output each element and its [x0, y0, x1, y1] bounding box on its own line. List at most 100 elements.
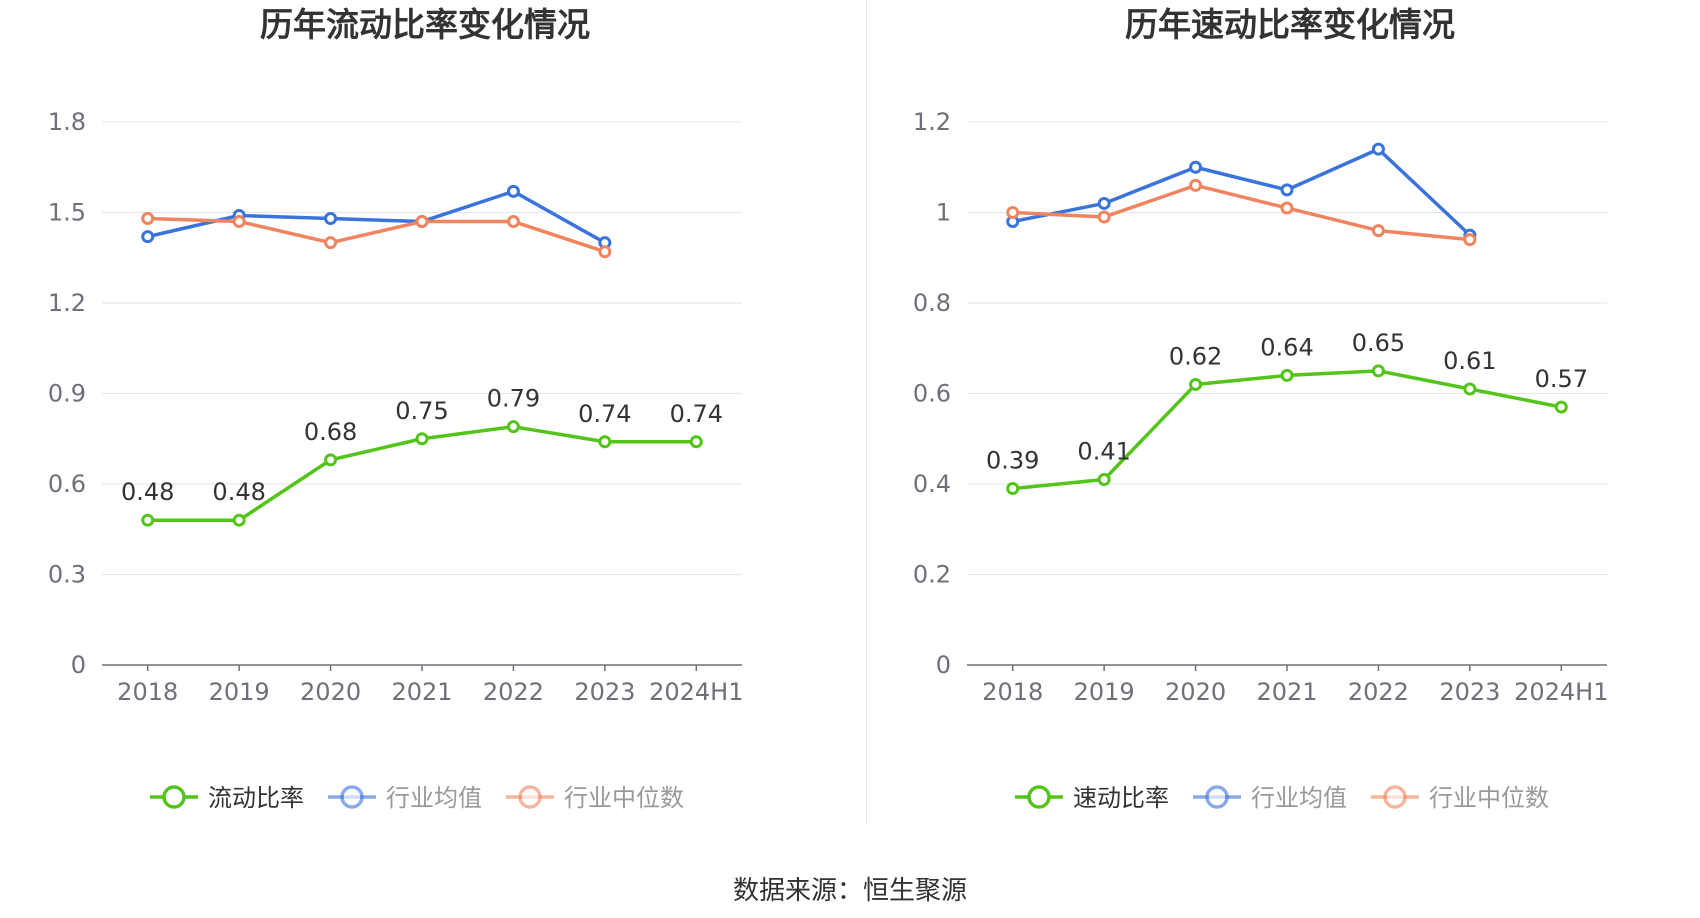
x-tick-label: 2024H1 [649, 678, 743, 706]
y-tick-label: 0.9 [48, 380, 86, 408]
legend-label: 流动比率 [208, 784, 304, 812]
y-tick-label: 0.3 [48, 561, 86, 589]
data-point [1189, 178, 1203, 192]
data-label: 0.48 [212, 478, 265, 506]
legend-item: 流动比率 [150, 784, 304, 812]
data-point [141, 513, 155, 527]
data-point [415, 215, 429, 229]
data-point [1006, 206, 1020, 219]
x-tick-label: 2020 [300, 678, 361, 706]
data-label: 0.61 [1443, 347, 1496, 375]
data-label: 0.39 [986, 447, 1039, 475]
data-point [1554, 400, 1568, 414]
legend-item: 行业均值 [1193, 784, 1347, 812]
x-tick-label: 2018 [982, 678, 1043, 706]
data-label: 0.75 [395, 397, 448, 425]
legend-marker [162, 785, 186, 809]
x-tick-label: 2023 [574, 678, 635, 706]
y-tick-label: 1.5 [48, 199, 86, 227]
y-tick-label: 0.8 [913, 289, 951, 317]
x-tick-label: 2020 [1165, 678, 1226, 706]
data-point [1371, 364, 1385, 378]
y-tick-label: 0.2 [913, 561, 951, 589]
legend-label: 行业均值 [1251, 784, 1347, 812]
data-point [1463, 233, 1477, 247]
data-point [1189, 377, 1203, 391]
legend-marker [1027, 785, 1051, 809]
data-point [1371, 224, 1385, 238]
data-point [1280, 368, 1294, 382]
x-tick-label: 2021 [391, 678, 452, 706]
data-point [141, 212, 155, 226]
x-tick-label: 2019 [1074, 678, 1135, 706]
legend-item: 行业均值 [328, 784, 482, 812]
y-tick-label: 0.6 [913, 380, 951, 408]
chart-svg-quick-ratio: 历年速动比率变化情况 0 0.2 0.4 0.6 0.8 1 1.2 2018 2019 2020 2… [913, 5, 1609, 812]
data-point [506, 420, 520, 434]
data-point [324, 236, 338, 250]
x-tick-label: 2023 [1439, 678, 1500, 706]
series-line [1012, 147, 1472, 237]
data-source-label: 数据来源：恒生聚源 [732, 876, 967, 906]
y-tick-label: 1 [936, 199, 951, 227]
data-point [1463, 382, 1477, 396]
chart-title: 历年速动比率变化情况 [1125, 5, 1455, 44]
data-point [1006, 482, 1020, 496]
data-point [232, 513, 246, 527]
legend-label: 行业中位数 [1429, 784, 1549, 812]
chart-panel-current-ratio: 历年流动比率变化情况 0 0.3 0.6 0.9 1.2 1.5 1.8 2018 2019 202… [0, 0, 850, 830]
data-point [232, 215, 246, 229]
x-tick-label: 2022 [483, 678, 544, 706]
y-tick-label: 0.6 [48, 470, 86, 498]
data-point [324, 212, 338, 226]
legend-item: 行业中位数 [1371, 784, 1549, 812]
data-point [1280, 201, 1294, 215]
data-point [415, 432, 429, 446]
y-tick-label: 1.8 [48, 108, 86, 136]
series-line [1012, 183, 1471, 242]
panel-divider [866, 0, 867, 825]
legend-marker [1383, 785, 1407, 809]
x-tick-label: 2018 [117, 678, 178, 706]
data-point [1097, 210, 1111, 224]
data-label: 0.68 [304, 418, 357, 446]
legend-marker [518, 785, 542, 809]
legend-marker [340, 785, 364, 809]
data-label: 0.48 [121, 478, 174, 506]
legend-label: 行业中位数 [564, 784, 684, 812]
y-tick-label: 0 [71, 651, 86, 679]
data-point [506, 184, 520, 198]
data-point [1371, 142, 1385, 156]
data-point [1097, 196, 1111, 210]
data-label: 0.64 [1260, 333, 1313, 361]
data-label: 0.62 [1169, 342, 1222, 370]
data-point [1280, 183, 1294, 197]
y-tick-label: 0.4 [913, 470, 951, 498]
data-point [324, 453, 338, 467]
series-line [1012, 369, 1562, 491]
legend-marker [1205, 785, 1229, 809]
data-label: 0.57 [1535, 365, 1588, 393]
data-point [689, 435, 703, 449]
data-point [1097, 472, 1111, 486]
data-label: 0.65 [1352, 329, 1405, 357]
legend-label: 速动比率 [1073, 784, 1169, 812]
x-tick-label: 2021 [1256, 678, 1317, 706]
data-point [1189, 160, 1203, 174]
data-label: 0.79 [487, 385, 540, 413]
chart-title: 历年流动比率变化情况 [260, 5, 590, 44]
data-point [598, 245, 612, 259]
legend-label: 行业均值 [386, 784, 482, 812]
y-tick-label: 0 [936, 651, 951, 679]
series-line [147, 189, 606, 245]
data-point [598, 435, 612, 449]
data-label: 0.74 [670, 400, 723, 428]
data-point [506, 215, 520, 229]
x-tick-label: 2022 [1348, 678, 1409, 706]
y-tick-label: 1.2 [48, 289, 86, 317]
y-tick-label: 1.2 [913, 108, 951, 136]
data-point [141, 230, 155, 244]
legend-item: 行业中位数 [506, 784, 684, 812]
legend-item: 速动比率 [1015, 784, 1169, 812]
x-tick-label: 2024H1 [1514, 678, 1608, 706]
